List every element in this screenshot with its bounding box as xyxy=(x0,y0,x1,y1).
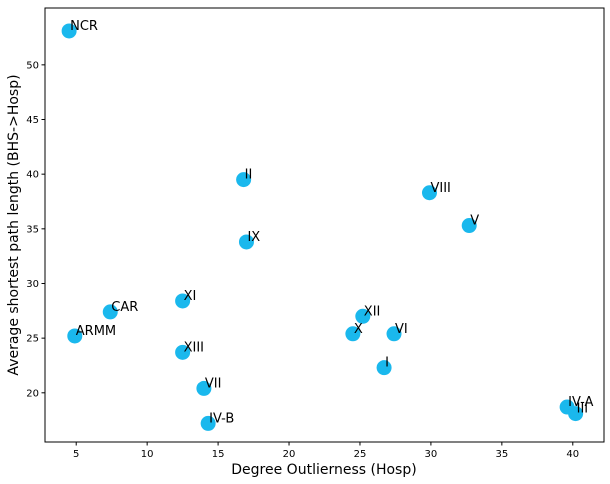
x-axis-ticks: 5 10 15 20 25 30 35 40 xyxy=(73,442,579,460)
point-label: IV-B xyxy=(209,411,234,426)
point-label: VI xyxy=(395,322,408,337)
data-point xyxy=(175,344,191,360)
x-tick-label: 10 xyxy=(141,449,154,460)
point-label: VIII xyxy=(430,181,450,196)
point-label: XII xyxy=(364,304,381,319)
data-point xyxy=(355,308,371,324)
data-point xyxy=(200,415,216,431)
point-label: ARMM xyxy=(76,324,116,339)
x-tick-label: 15 xyxy=(212,449,225,460)
point-label: X xyxy=(354,322,363,337)
point-label: III xyxy=(577,402,589,417)
y-axis-ticks: 20 25 30 35 40 45 50 xyxy=(26,60,45,399)
data-point xyxy=(376,360,392,376)
data-point xyxy=(568,406,584,422)
data-point xyxy=(345,326,361,342)
point-label: II xyxy=(245,168,253,183)
data-points xyxy=(61,23,584,431)
y-axis-label: Average shortest path length (BHS->Hosp) xyxy=(6,74,22,375)
data-point xyxy=(196,380,212,396)
data-point xyxy=(61,23,77,39)
data-point xyxy=(386,326,402,342)
data-point xyxy=(238,234,254,250)
x-tick-label: 20 xyxy=(283,449,296,460)
plot-area xyxy=(44,7,605,443)
data-point xyxy=(461,218,477,234)
point-label: IX xyxy=(247,230,260,245)
point-label: I xyxy=(385,356,389,371)
data-point xyxy=(175,293,191,309)
data-point xyxy=(236,172,252,188)
x-tick-label: 5 xyxy=(73,449,79,460)
data-point xyxy=(421,185,437,201)
x-tick-label: 30 xyxy=(425,449,438,460)
y-tick-label: 45 xyxy=(26,115,39,126)
point-label: IV-A xyxy=(568,395,593,410)
point-label: XIII xyxy=(184,340,204,355)
y-tick-label: 50 xyxy=(26,60,39,71)
x-tick-label: 40 xyxy=(566,449,579,460)
point-label: VII xyxy=(205,376,222,391)
point-label: NCR xyxy=(70,19,98,34)
data-point xyxy=(67,328,83,344)
x-axis-label: Degree Outlierness (Hosp) xyxy=(231,462,416,478)
y-tick-label: 20 xyxy=(26,388,39,399)
y-tick-label: 25 xyxy=(26,334,39,345)
point-label: V xyxy=(470,214,479,229)
x-tick-label: 35 xyxy=(495,449,508,460)
x-tick-label: 25 xyxy=(354,449,367,460)
point-label: XI xyxy=(184,289,197,304)
y-tick-label: 40 xyxy=(26,170,39,181)
data-point xyxy=(102,304,118,320)
y-tick-label: 35 xyxy=(26,224,39,235)
point-label: CAR xyxy=(111,300,138,315)
y-tick-label: 30 xyxy=(26,279,39,290)
